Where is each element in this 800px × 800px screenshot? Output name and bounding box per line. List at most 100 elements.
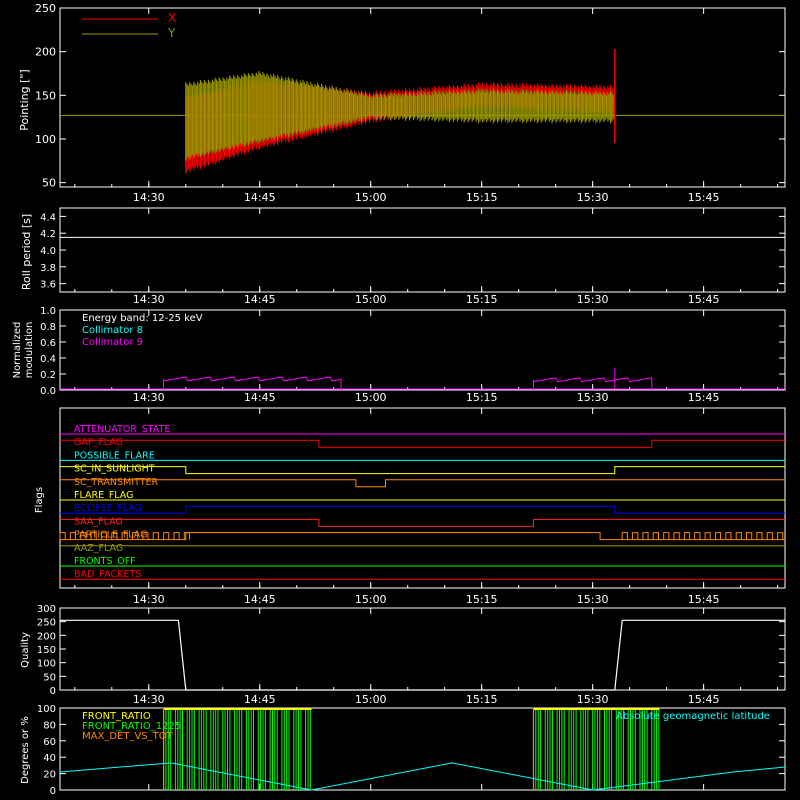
y-tick-label: 4.4 — [40, 212, 56, 223]
x-tick-label: 15:30 — [577, 693, 609, 706]
x-tick-label: 15:30 — [577, 391, 609, 404]
x-tick-label: 15:00 — [355, 191, 387, 204]
x-tick-label: 15:00 — [355, 293, 387, 306]
y-tick-label: 300 — [37, 604, 56, 615]
y-tick-label: 20 — [43, 770, 56, 781]
x-tick-label: 15:15 — [466, 693, 498, 706]
latitude-label: Absolute geomagnetic latitude — [616, 711, 770, 722]
roll-panel: Roll period [s] 3.6 3.8 4.0 4.2 4.4 14:30 14:… — [20, 207, 786, 306]
x-tick-label: 15:15 — [466, 293, 498, 306]
modulation-panel: Normalized modulation 0.0 0.2 0.4 0.6 0.8 1.0… — [12, 306, 786, 404]
flag-label-0: ATTENUATOR_STATE — [74, 424, 170, 435]
y-tick-label: 0.8 — [40, 322, 56, 333]
y-tick-label: 0.6 — [40, 338, 56, 349]
y-tick-label: 50 — [43, 672, 56, 683]
modulation-ylabel-2: modulation — [24, 322, 35, 379]
y-tick-label: 200 — [35, 46, 56, 59]
quality-panel: Quality 0 50 100 150 200 250 300 14:30 14:45 15:… — [20, 604, 786, 706]
y-tick-label: 60 — [43, 737, 56, 748]
flag-line-3 — [60, 466, 785, 475]
x-tick-label: 14:45 — [244, 391, 276, 404]
y-tick-label: 0.0 — [40, 386, 56, 397]
flags-frame — [59, 407, 786, 589]
x-tick-label: 14:30 — [133, 391, 165, 404]
y-tick-label: 80 — [43, 720, 56, 731]
y-tick-label: 0.2 — [40, 370, 56, 381]
x-tick-label: 14:30 — [133, 191, 165, 204]
particle-flag-pulses — [59, 532, 784, 540]
quality-series-line — [60, 619, 785, 691]
y-tick-label: 0 — [50, 786, 56, 797]
roll-ylabel: Roll period [s] — [20, 214, 33, 290]
x-tick-label: 14:30 — [133, 293, 165, 306]
front-ratio-1225-label: FRONT_RATIO_1225 — [82, 721, 181, 732]
roll-frame — [59, 207, 786, 293]
y-tick-label: 100 — [37, 704, 56, 715]
front-ratio-label: FRONT_RATIO — [82, 711, 151, 722]
flag-line-6 — [60, 505, 785, 514]
ratios-panel: Degrees or % 0 20 40 60 80 100 FRONT_RATIO FR… — [20, 704, 786, 797]
x-tick-label: 14:30 — [133, 593, 165, 606]
x-tick-label: 15:45 — [688, 593, 720, 606]
x-tick-label: 15:15 — [466, 593, 498, 606]
y-tick-label: 100 — [35, 133, 56, 146]
flag-label-5: FLARE_FLAG — [74, 490, 134, 501]
y-tick-label: 1.0 — [40, 306, 56, 317]
y-tick-label: 200 — [37, 631, 56, 642]
flag-line-1 — [60, 439, 785, 448]
latitude-curve — [59, 762, 786, 791]
y-tick-label: 0 — [50, 686, 56, 697]
max-det-label: MAX_DET_VS_TOT — [82, 731, 174, 742]
y-tick-label: 4.0 — [40, 246, 56, 257]
legend-x-label: X — [168, 11, 176, 25]
flag-label-10: FRONTS_OFF — [74, 556, 136, 567]
y-tick-label: 250 — [35, 2, 56, 15]
flag-label-3: SC_IN_SUNLIGHT — [74, 464, 155, 475]
y-tick-label: 4.2 — [40, 229, 56, 240]
y-tick-label: 3.8 — [40, 263, 56, 274]
modulation-segment-1 — [532, 377, 653, 391]
x-tick-label: 14:45 — [244, 593, 276, 606]
x-tick-label: 15:00 — [355, 391, 387, 404]
y-tick-label: 3.6 — [40, 280, 56, 291]
y-tick-label: 250 — [37, 618, 56, 629]
flag-label-9: AAZ_FLAG — [74, 543, 123, 554]
x-tick-label: 15:00 — [355, 693, 387, 706]
flag-label-4: SC_TRANSMITTER — [74, 477, 159, 488]
pointing-panel: Pointing ["] 50 100 150 200 250 14:30 14:45 15… — [18, 2, 786, 204]
flags-panel: Flags 14:30 14:45 15:00 15:15 15:30 15:45 ATT… — [34, 407, 786, 606]
flags-ylabel: Flags — [34, 487, 45, 513]
flag-label-11: BAD_PACKETS — [74, 569, 141, 580]
x-tick-label: 14:30 — [133, 693, 165, 706]
y-tick-label: 0.4 — [40, 354, 56, 365]
collimator-8-label: Collimator 8 — [82, 325, 143, 336]
flag-label-6: ECLIPSE_FLAG — [74, 503, 142, 514]
y-tick-label: 150 — [37, 645, 56, 656]
pointing-series-y — [185, 71, 616, 161]
x-tick-label: 15:30 — [577, 293, 609, 306]
collimator-9-label: Collimator 9 — [82, 337, 143, 348]
x-tick-label: 15:45 — [688, 293, 720, 306]
legend-y-label: Y — [167, 26, 176, 40]
x-tick-label: 15:45 — [688, 191, 720, 204]
modulation-ylabel-1: Normalized — [12, 322, 23, 379]
x-tick-label: 14:45 — [244, 191, 276, 204]
pointing-frame — [59, 7, 786, 188]
y-tick-label: 50 — [42, 177, 56, 190]
x-tick-label: 15:15 — [466, 191, 498, 204]
x-tick-label: 15:15 — [466, 391, 498, 404]
x-tick-label: 15:30 — [577, 593, 609, 606]
x-tick-label: 15:45 — [688, 391, 720, 404]
quality-ylabel: Quality — [20, 632, 31, 668]
x-tick-label: 15:45 — [688, 693, 720, 706]
y-tick-label: 100 — [37, 659, 56, 670]
flag-label-2: POSSIBLE_FLARE — [74, 450, 155, 461]
flag-label-1: GAP_FLAG — [74, 437, 123, 448]
ratios-frame — [59, 707, 786, 791]
x-tick-label: 14:45 — [244, 293, 276, 306]
modulation-frame — [59, 309, 786, 391]
flag-label-7: SAA_FLAG — [74, 516, 123, 527]
energy-band-label: Energy band: 12-25 keV — [82, 313, 203, 324]
modulation-segment-0 — [163, 376, 342, 391]
